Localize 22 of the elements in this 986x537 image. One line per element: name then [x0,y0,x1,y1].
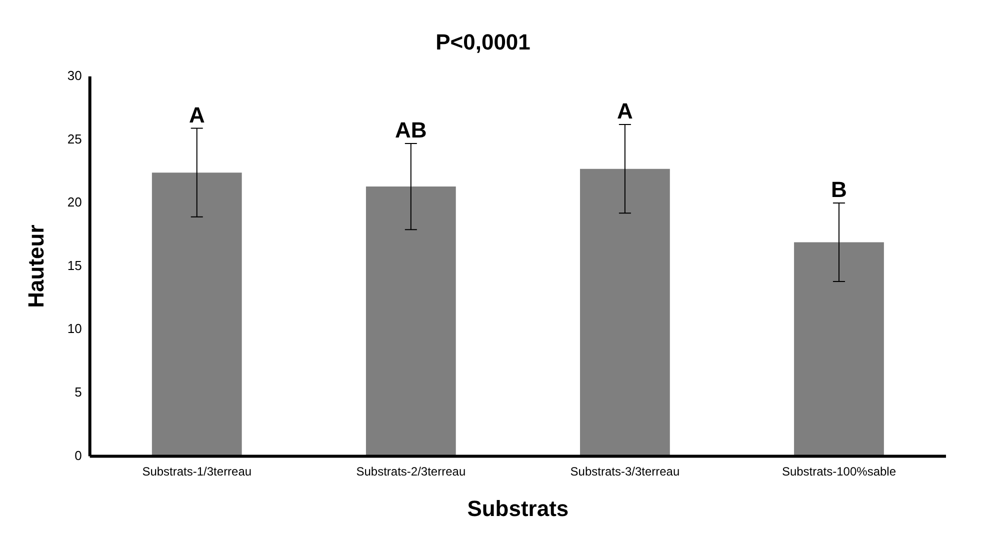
x-axis-title: Substrats [467,496,569,521]
bar [152,172,242,456]
x-tick-label: Substrats-1/3terreau [142,464,252,479]
bar [580,168,670,456]
x-tick-label: Substrats-2/3terreau [356,464,466,479]
y-tick-label: 10 [67,321,82,336]
y-tick-label: 25 [67,131,82,146]
y-tick-label: 5 [74,384,82,400]
annotation: A [617,98,633,124]
y-axis-title: Hauteur [23,224,48,308]
annotation: AB [395,118,427,143]
annotation: A [188,102,205,128]
x-tick-label: Substrats-3/3terreau [570,464,680,479]
y-tick-label: 20 [67,194,82,210]
annotation: B [831,177,847,202]
y-tick-label: 30 [67,68,82,83]
y-tick-label: 0 [74,448,82,463]
y-tick-label: 15 [67,258,82,273]
bar [366,186,456,456]
chart-title: P<0,0001 [436,29,530,54]
x-tick-label: Substrats-100%sable [782,464,896,479]
bar [794,242,884,456]
